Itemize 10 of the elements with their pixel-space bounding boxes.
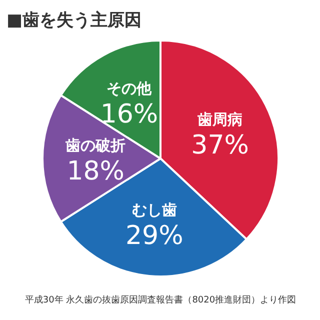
slice-label: その他 bbox=[106, 80, 153, 98]
data-label: 37% bbox=[191, 130, 249, 161]
chart-title: ■歯を失う主原因 bbox=[6, 10, 142, 30]
data-label: 29% bbox=[126, 221, 184, 252]
slice-label: 歯周病 bbox=[196, 110, 243, 129]
slice-label: むし歯 bbox=[132, 201, 177, 220]
text: 平成30年 永久歯の抜歯原因調査報告書（8020推進財団）より作図 bbox=[24, 294, 296, 306]
slice-label: 歯の破折 bbox=[64, 136, 126, 154]
data-label: 16% bbox=[100, 100, 158, 130]
data-label: 18% bbox=[66, 156, 124, 186]
